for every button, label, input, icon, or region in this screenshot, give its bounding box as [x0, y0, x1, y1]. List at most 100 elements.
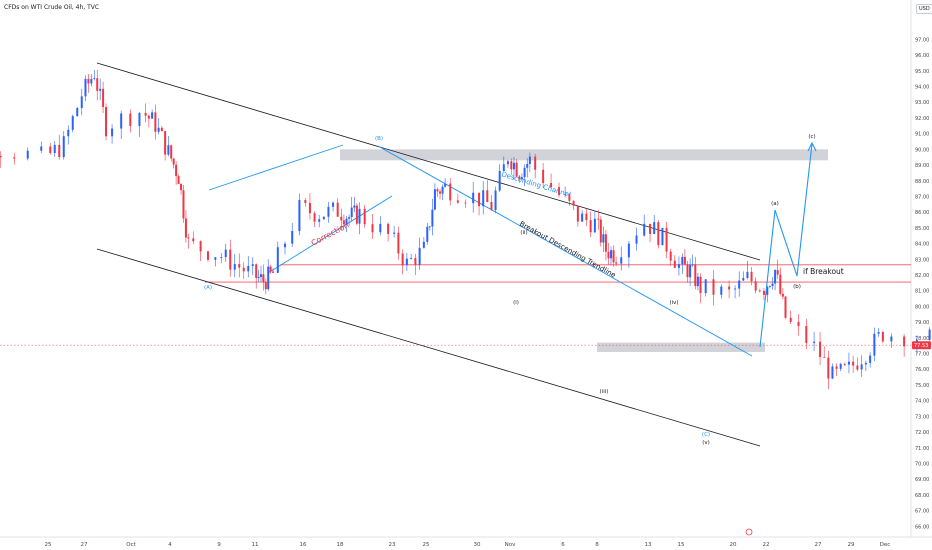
candle-body [192, 238, 195, 242]
time-tick-label: Nov [505, 542, 516, 548]
candle-body [405, 258, 408, 266]
candle-body [689, 264, 692, 278]
candle-body [607, 251, 610, 259]
time-tick-label: 27 [81, 542, 88, 548]
candle-body [784, 296, 787, 318]
candle-body [604, 234, 607, 252]
candle-body [593, 218, 596, 233]
price-tick-label: 70.00 [915, 461, 929, 467]
candle-body [436, 189, 439, 192]
candle-body [482, 190, 485, 207]
candle-body [728, 286, 731, 290]
candle-body [576, 205, 579, 222]
candle-body [387, 223, 390, 234]
candle-body [699, 276, 702, 294]
candle-body [869, 355, 872, 363]
candle-body [177, 176, 180, 185]
candle-body [76, 108, 79, 117]
price-tick-label: 96.00 [915, 53, 929, 59]
candle-body [653, 222, 656, 234]
price-tick-label: 67.00 [915, 509, 929, 515]
candle-body [160, 127, 163, 132]
candle-body [327, 206, 330, 217]
candle-body [172, 158, 175, 165]
price-tick-label: 73.00 [915, 414, 929, 420]
candle-body [102, 88, 105, 108]
price-tick-label: 76.00 [915, 367, 929, 373]
time-tick-label: 25 [423, 542, 430, 548]
candle-body [572, 200, 575, 206]
price-tick-label: 89.00 [915, 163, 929, 169]
candle-body [322, 216, 325, 220]
candle-body [681, 256, 684, 265]
event-marker-icon [745, 528, 753, 536]
candle-body [379, 223, 382, 233]
candle-body [13, 157, 16, 159]
candle-body [589, 220, 592, 233]
candle-body [768, 286, 771, 287]
resistance-zone [340, 149, 828, 161]
candle-body [363, 208, 366, 225]
price-tick-label: 88.00 [915, 179, 929, 185]
candle-body [766, 286, 769, 295]
candle-body [67, 129, 70, 137]
candle-body [40, 146, 43, 151]
wave-label-C: (C) [702, 432, 710, 438]
wave-label-v: (v) [702, 440, 710, 446]
candle-body [464, 202, 467, 204]
price-tick-label: 72.00 [915, 430, 929, 436]
candle-body [90, 78, 93, 84]
candle-body [138, 112, 141, 127]
candle-body [797, 321, 800, 326]
candle-body [928, 329, 931, 340]
candle-body [84, 78, 87, 97]
candle-body [397, 232, 400, 254]
time-tick-label: 13 [645, 542, 652, 548]
candle-body [154, 112, 157, 132]
candle-body [873, 333, 876, 356]
candle-body [558, 187, 561, 195]
candle-body [410, 258, 413, 259]
candle-body [805, 325, 808, 343]
candle-body [823, 356, 826, 358]
candle-body [856, 365, 859, 370]
correction-upper-line [208, 144, 344, 191]
candle-body [229, 249, 232, 270]
time-tick-label: 6 [561, 542, 565, 548]
candle-body [58, 144, 61, 158]
candle-body [422, 241, 425, 248]
candle-body [304, 200, 307, 203]
candle-body [620, 257, 623, 264]
candle-body [881, 332, 884, 342]
candle-body [750, 271, 753, 282]
candle-body [53, 144, 56, 154]
price-tick-label: 93.00 [915, 100, 929, 106]
candle-body [864, 362, 867, 365]
candle-body [284, 243, 286, 248]
candle-body [852, 361, 855, 366]
candle-body [635, 235, 638, 244]
candle-body [414, 258, 417, 265]
candle-body [418, 247, 421, 265]
wave-label-iv: (iv) [669, 300, 678, 306]
candle-body [683, 256, 686, 265]
candle-body [80, 96, 83, 109]
candle-body [602, 234, 605, 243]
candle-body [506, 161, 509, 165]
correction-label: Correction [310, 220, 351, 247]
candle-body [220, 257, 223, 258]
candle-body [903, 336, 906, 347]
candle-body [214, 257, 217, 260]
candle-body [184, 218, 187, 238]
candle-body [771, 283, 774, 287]
price-tick-label: 66.00 [915, 524, 929, 530]
candle-body [494, 190, 497, 211]
time-tick-label: 16 [300, 542, 307, 548]
candle-body [827, 357, 830, 379]
candle-body [167, 145, 170, 155]
candle-body [665, 227, 668, 252]
candle-body [96, 78, 99, 91]
candle-body [498, 170, 501, 191]
candle-body [486, 190, 489, 203]
